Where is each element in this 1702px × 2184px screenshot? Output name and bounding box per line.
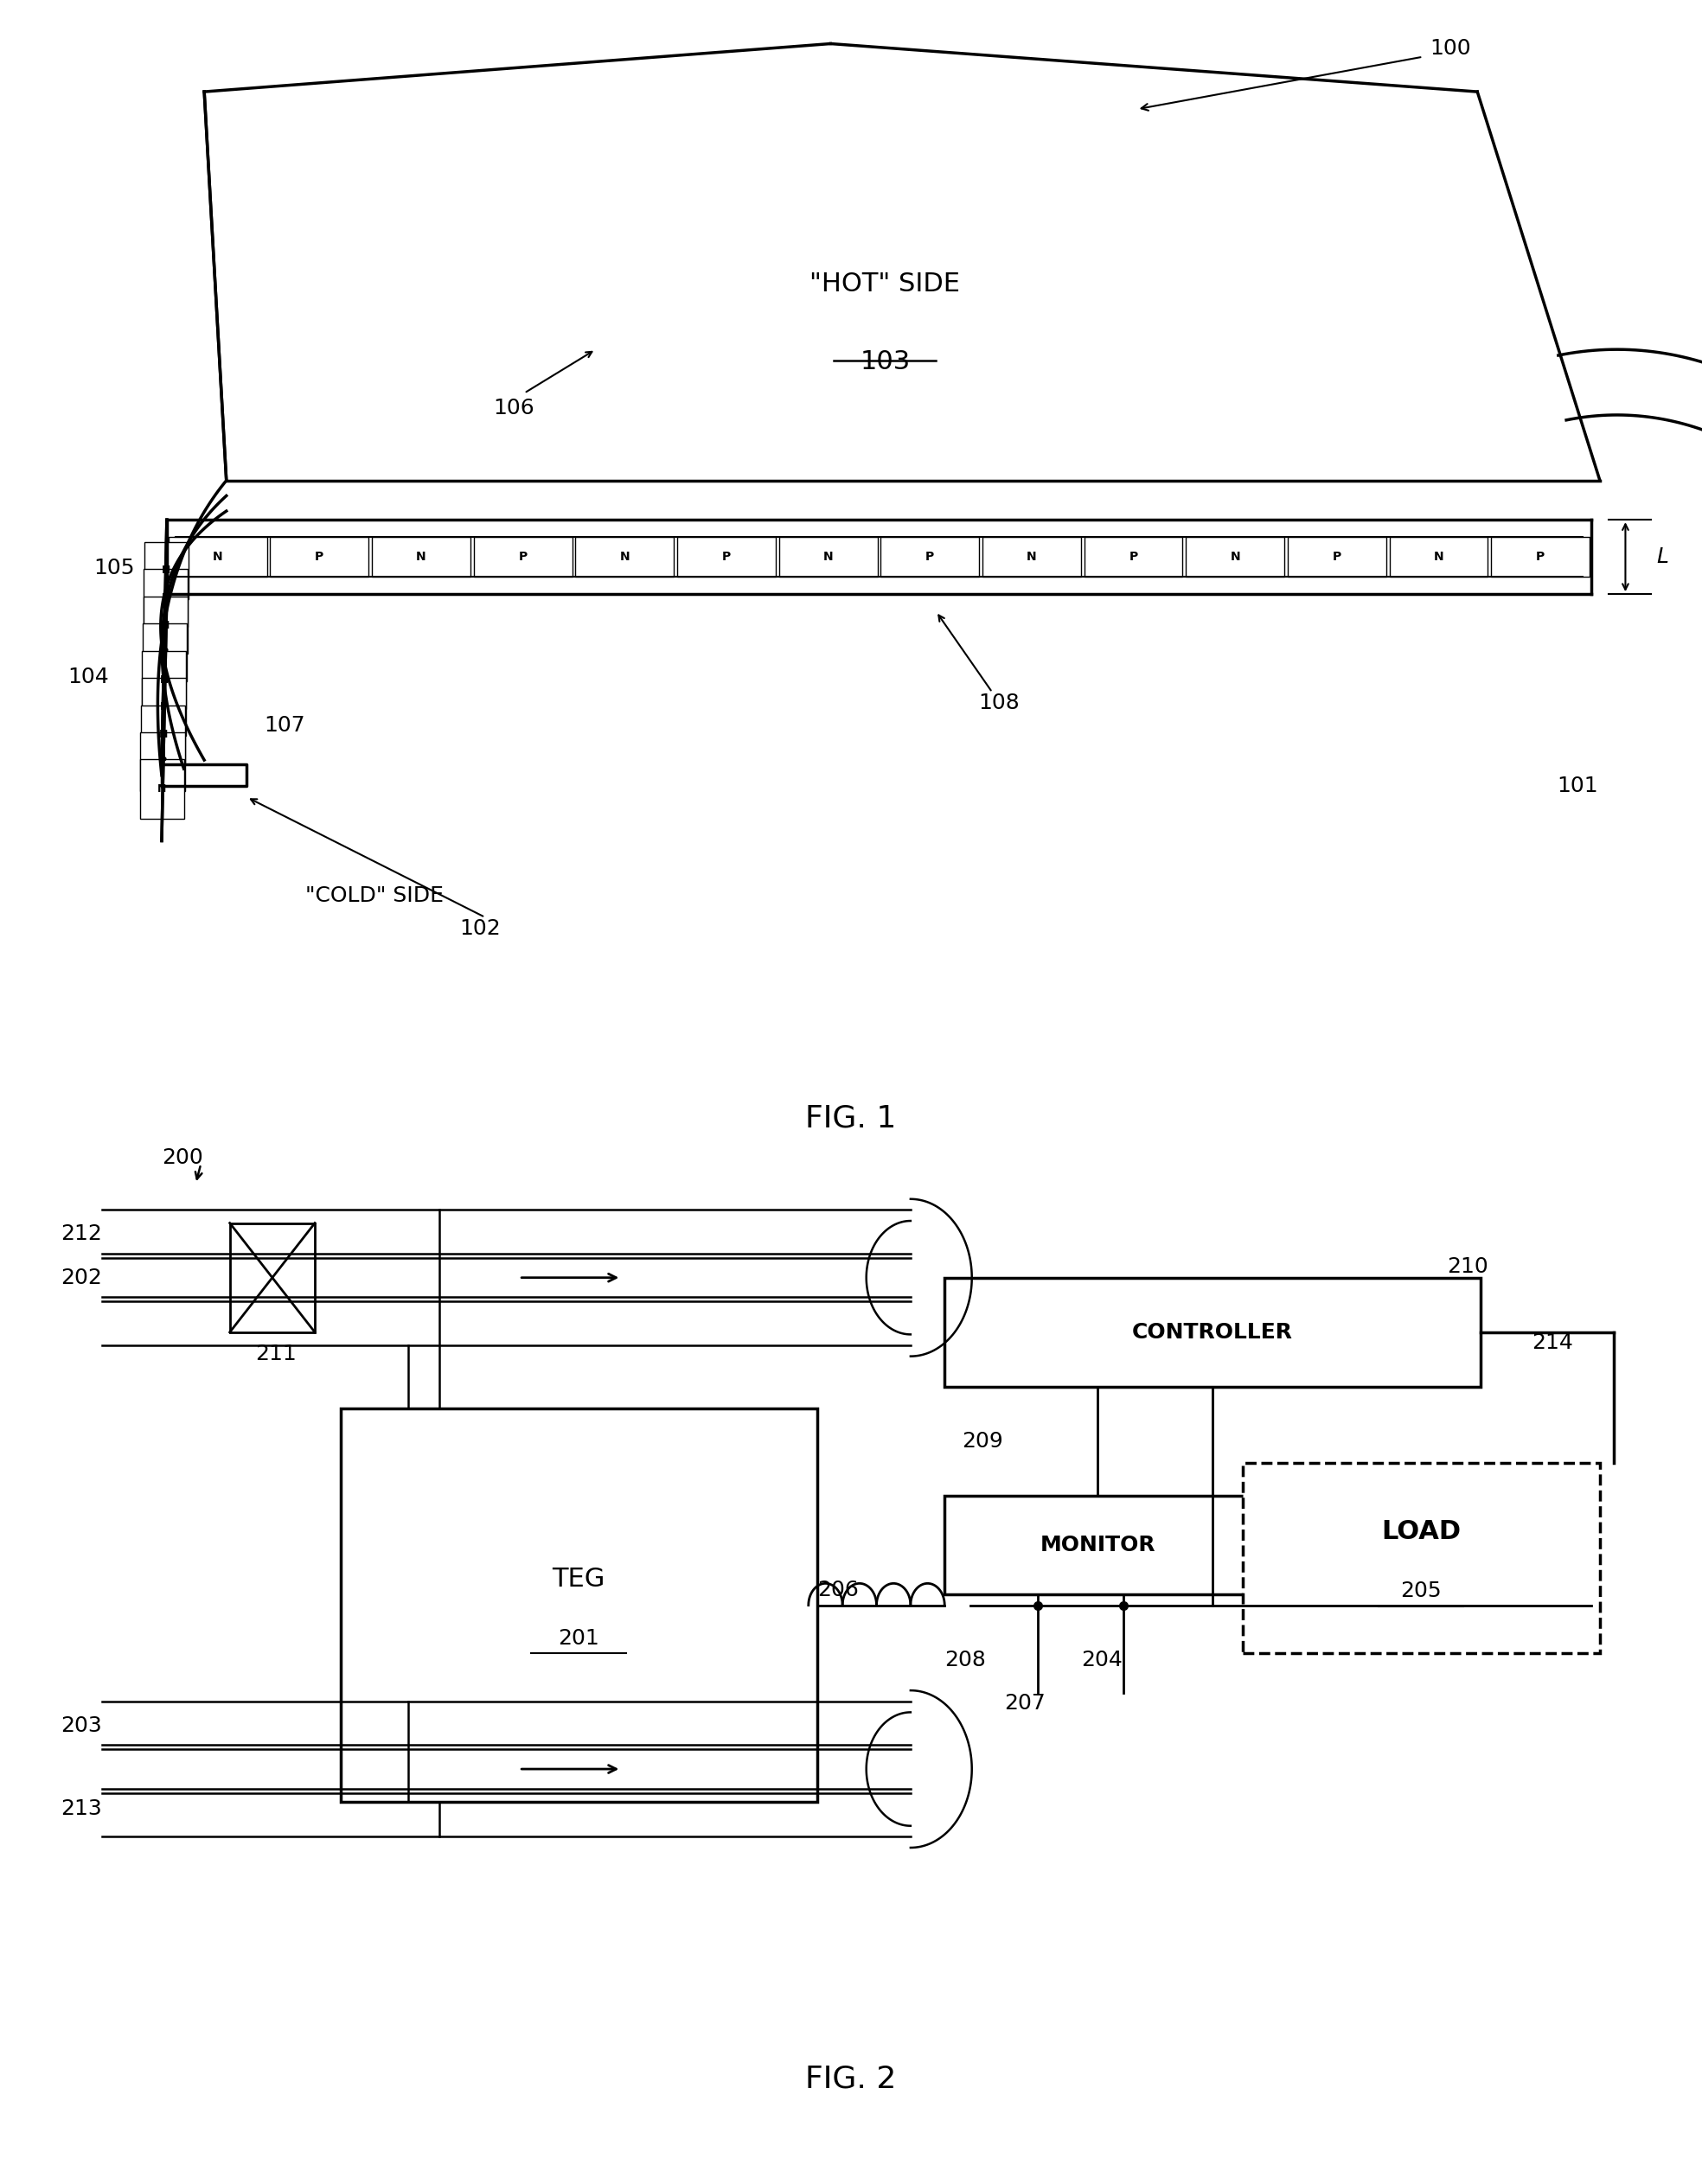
Text: L: L: [1656, 546, 1668, 568]
Text: P: P: [722, 550, 730, 563]
Text: 207: 207: [1004, 1693, 1045, 1714]
Bar: [1084, 537, 1183, 577]
Bar: [271, 537, 369, 577]
Bar: [882, 537, 979, 577]
Bar: [230, 1223, 315, 1332]
Text: CONTROLLER: CONTROLLER: [1132, 1321, 1294, 1343]
Text: 210: 210: [1447, 1256, 1488, 1278]
Bar: [141, 705, 186, 764]
Text: TEG: TEG: [551, 1566, 606, 1592]
Text: 101: 101: [1557, 775, 1598, 797]
Text: 212: 212: [61, 1223, 102, 1245]
Text: FIG. 2: FIG. 2: [805, 2064, 897, 2094]
Text: 102: 102: [460, 917, 500, 939]
Text: 105: 105: [94, 557, 134, 579]
Bar: [141, 677, 186, 736]
Text: 108: 108: [979, 692, 1019, 714]
Bar: [473, 537, 572, 577]
Text: P: P: [1333, 550, 1341, 563]
Text: 203: 203: [61, 1714, 102, 1736]
Bar: [1389, 537, 1488, 577]
Text: 200: 200: [162, 1147, 203, 1168]
Text: 213: 213: [61, 1797, 102, 1819]
Bar: [677, 537, 776, 577]
Bar: [141, 732, 186, 791]
Bar: [143, 596, 187, 653]
Bar: [1186, 537, 1285, 577]
Text: N: N: [1231, 550, 1241, 563]
Bar: [340, 1409, 817, 1802]
Bar: [373, 537, 470, 577]
Text: FIG. 1: FIG. 1: [805, 1103, 897, 1133]
Text: N: N: [162, 566, 170, 577]
Text: 204: 204: [1081, 1649, 1122, 1671]
Text: P: P: [160, 701, 167, 712]
Bar: [575, 537, 674, 577]
Bar: [982, 537, 1081, 577]
Bar: [168, 537, 267, 577]
Text: 208: 208: [945, 1649, 985, 1671]
Text: N: N: [417, 550, 426, 563]
Text: P: P: [1537, 550, 1545, 563]
Text: 205: 205: [1401, 1581, 1442, 1601]
Bar: [1491, 537, 1590, 577]
Text: LOAD: LOAD: [1382, 1520, 1460, 1544]
Text: 106: 106: [494, 397, 534, 419]
Text: N: N: [213, 550, 223, 563]
Text: N: N: [1433, 550, 1443, 563]
Text: P: P: [162, 592, 170, 603]
Text: 211: 211: [255, 1343, 296, 1365]
Text: N: N: [158, 729, 167, 740]
Text: N: N: [824, 550, 834, 563]
Bar: [945, 1278, 1481, 1387]
Bar: [145, 542, 189, 598]
Bar: [1288, 537, 1385, 577]
Bar: [140, 760, 184, 819]
Text: 202: 202: [61, 1267, 102, 1289]
Bar: [143, 651, 187, 710]
Bar: [780, 537, 878, 577]
Text: P: P: [162, 646, 168, 657]
Text: 103: 103: [860, 349, 911, 373]
Text: MONITOR: MONITOR: [1040, 1535, 1156, 1555]
Text: N: N: [158, 784, 167, 795]
Text: "HOT" SIDE: "HOT" SIDE: [810, 271, 960, 297]
Text: 104: 104: [68, 666, 109, 688]
Bar: [1242, 1463, 1600, 1653]
Bar: [143, 625, 187, 681]
Text: P: P: [315, 550, 323, 563]
Bar: [145, 570, 189, 627]
Text: 107: 107: [264, 714, 305, 736]
Text: "COLD" SIDE: "COLD" SIDE: [305, 885, 444, 906]
Text: N: N: [1026, 550, 1037, 563]
Text: N: N: [162, 620, 170, 631]
Text: P: P: [926, 550, 934, 563]
Text: 206: 206: [817, 1579, 858, 1601]
Text: 209: 209: [962, 1431, 1002, 1452]
Text: 214: 214: [1532, 1332, 1573, 1354]
Text: P: P: [158, 756, 167, 767]
Text: N: N: [620, 550, 630, 563]
Text: N: N: [160, 675, 168, 686]
Text: 100: 100: [1430, 37, 1471, 59]
Text: P: P: [1128, 550, 1139, 563]
Text: P: P: [519, 550, 528, 563]
Bar: [945, 1496, 1251, 1594]
Text: 201: 201: [558, 1627, 599, 1649]
